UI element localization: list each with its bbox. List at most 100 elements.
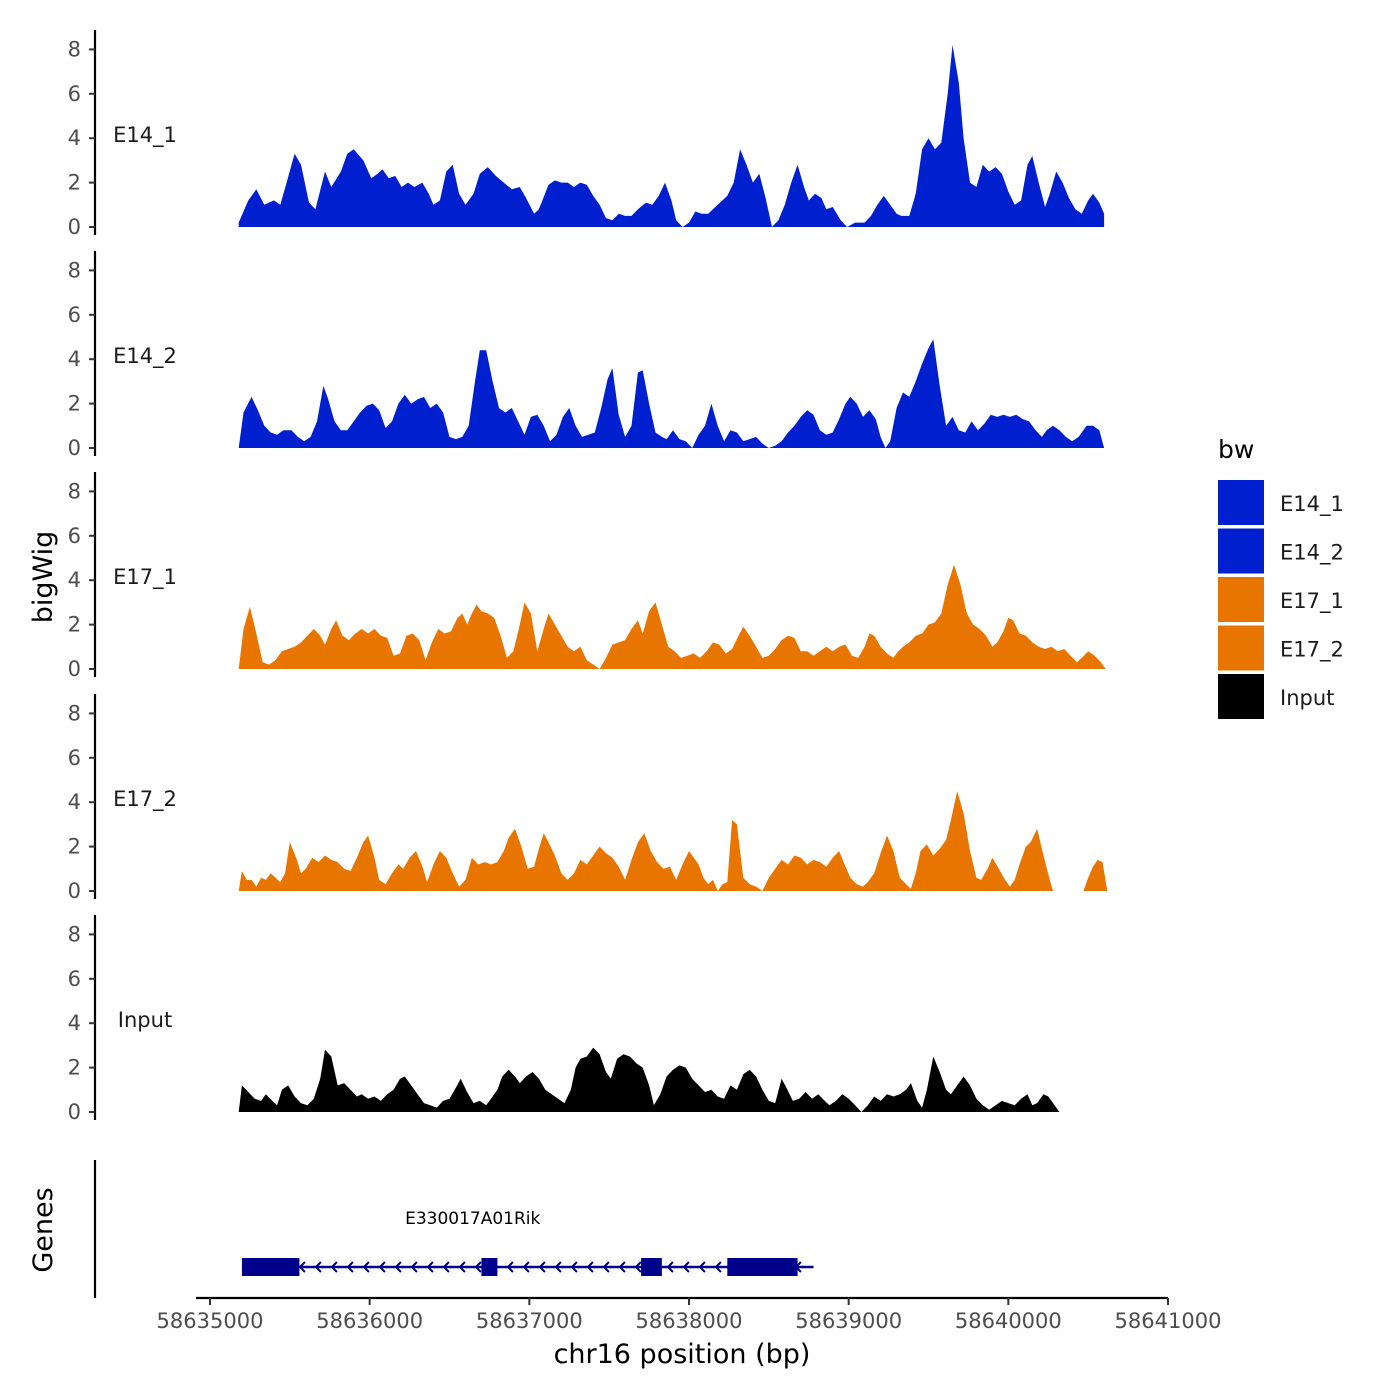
y-tick-label: 2 — [68, 613, 81, 637]
strand-arrow — [330, 1261, 338, 1273]
strand-arrow — [714, 1261, 722, 1273]
y-tick-label: 0 — [68, 215, 81, 239]
genes-axis-title: Genes — [28, 1187, 59, 1272]
legend-item: Input — [1218, 674, 1334, 719]
gene-exon — [481, 1258, 498, 1276]
legend-label: E17_2 — [1280, 638, 1344, 663]
y-tick-label: 4 — [68, 1011, 81, 1035]
y-tick-label: 4 — [68, 568, 81, 592]
y-tick-label: 4 — [68, 790, 81, 814]
legend-label: E17_1 — [1280, 589, 1344, 614]
y-axis-title: bigWig — [28, 531, 59, 624]
strand-arrow — [426, 1261, 434, 1273]
y-tick-label: 6 — [68, 303, 81, 327]
x-tick-label: 58638000 — [636, 1309, 743, 1333]
strand-arrow — [698, 1261, 706, 1273]
legend-swatch — [1218, 577, 1264, 622]
y-tick-label: 4 — [68, 126, 81, 150]
y-tick-label: 8 — [68, 701, 81, 725]
y-tick-label: 8 — [68, 479, 81, 503]
y-tick-label: 0 — [68, 879, 81, 903]
gene-name-label: E330017A01Rik — [405, 1209, 540, 1229]
legend-label: E14_2 — [1280, 541, 1344, 566]
strand-arrow — [554, 1261, 562, 1273]
track-e17-2: 0 2 4 6 8 E17_2 — [68, 694, 1108, 903]
strand-arrow — [618, 1261, 626, 1273]
legend-title: bw — [1218, 435, 1254, 464]
y-tick-label: 0 — [68, 657, 81, 681]
strand-arrow — [634, 1261, 642, 1273]
legend-swatch — [1218, 480, 1264, 525]
y-tick-label: 0 — [68, 1100, 81, 1124]
legend-swatch — [1218, 674, 1264, 719]
strand-arrow — [682, 1261, 690, 1273]
x-axis-title: chr16 position (bp) — [554, 1339, 811, 1370]
track-label: E17_1 — [113, 565, 177, 590]
legend-label: E14_1 — [1280, 492, 1344, 517]
gene-exon — [641, 1258, 662, 1276]
legend-item: E17_2 — [1218, 625, 1344, 671]
gene-exon — [727, 1258, 798, 1276]
signal-area-e14-2 — [238, 339, 1105, 448]
y-tick-label: 6 — [68, 82, 81, 106]
signal-tracks: 0 2 4 6 8 E14_1 0 2 4 6 8 E14_2 0 2 4 6 8 E17_1 0 2 4 6 8 E17_2… — [68, 30, 1108, 1124]
strand-arrow — [442, 1261, 450, 1273]
track-e17-1: 0 2 4 6 8 E17_1 — [68, 472, 1106, 681]
y-tick-label: 2 — [68, 392, 81, 416]
strand-arrow — [602, 1261, 610, 1273]
track-label: E14_2 — [113, 344, 177, 369]
y-tick-label: 2 — [68, 835, 81, 859]
x-tick-label: 58637000 — [476, 1309, 583, 1333]
strand-arrow — [522, 1261, 530, 1273]
strand-arrow — [458, 1261, 466, 1273]
signal-area-e14-1 — [238, 45, 1105, 227]
legend-item: E14_2 — [1218, 528, 1344, 574]
x-tick-label: 58640000 — [955, 1309, 1062, 1333]
strand-arrow — [298, 1261, 306, 1273]
legend-label: Input — [1280, 686, 1334, 710]
legend-swatch — [1218, 625, 1264, 671]
y-tick-label: 6 — [68, 524, 81, 548]
strand-arrow — [586, 1261, 594, 1273]
x-tick-label: 58639000 — [795, 1309, 902, 1333]
x-tick-label: 58635000 — [157, 1309, 264, 1333]
y-tick-label: 4 — [68, 347, 81, 371]
strand-arrow — [362, 1261, 370, 1273]
signal-area-e17-2 — [238, 791, 1108, 891]
legend: bw E14_1 E14_2 E17_1 E17_2 Input — [1218, 435, 1344, 719]
strand-arrow — [538, 1261, 546, 1273]
signal-area-e17-1 — [238, 564, 1106, 669]
y-tick-label: 8 — [68, 922, 81, 946]
x-axis: 58635000 58636000 58637000 58638000 58639000… — [157, 1296, 1222, 1333]
y-tick-label: 2 — [68, 171, 81, 195]
track-input: 0 2 4 6 8 Input — [68, 915, 1060, 1124]
legend-item: E14_1 — [1218, 480, 1344, 525]
y-tick-label: 6 — [68, 967, 81, 991]
strand-arrow — [570, 1261, 578, 1273]
strand-arrow — [506, 1261, 514, 1273]
y-tick-label: 6 — [68, 746, 81, 770]
legend-item: E17_1 — [1218, 577, 1344, 622]
gene-exon — [241, 1258, 300, 1276]
strand-arrow — [666, 1261, 674, 1273]
y-tick-label: 0 — [68, 436, 81, 460]
track-label: Input — [118, 1008, 172, 1032]
x-tick-label: 58636000 — [316, 1309, 423, 1333]
x-tick-label: 58641000 — [1115, 1309, 1222, 1333]
strand-arrow — [474, 1261, 482, 1273]
strand-arrow — [378, 1261, 386, 1273]
strand-arrow — [410, 1261, 418, 1273]
y-tick-label: 8 — [68, 258, 81, 282]
strand-arrow — [314, 1261, 322, 1273]
strand-arrow — [346, 1261, 354, 1273]
signal-area-input — [238, 1047, 1060, 1112]
legend-swatch — [1218, 528, 1264, 574]
track-e14-1: 0 2 4 6 8 E14_1 — [68, 30, 1105, 239]
track-label: E14_1 — [113, 123, 177, 148]
strand-arrow — [394, 1261, 402, 1273]
track-e14-2: 0 2 4 6 8 E14_2 — [68, 251, 1105, 460]
y-tick-label: 2 — [68, 1056, 81, 1080]
y-tick-label: 8 — [68, 37, 81, 61]
track-label: E17_2 — [113, 787, 177, 812]
